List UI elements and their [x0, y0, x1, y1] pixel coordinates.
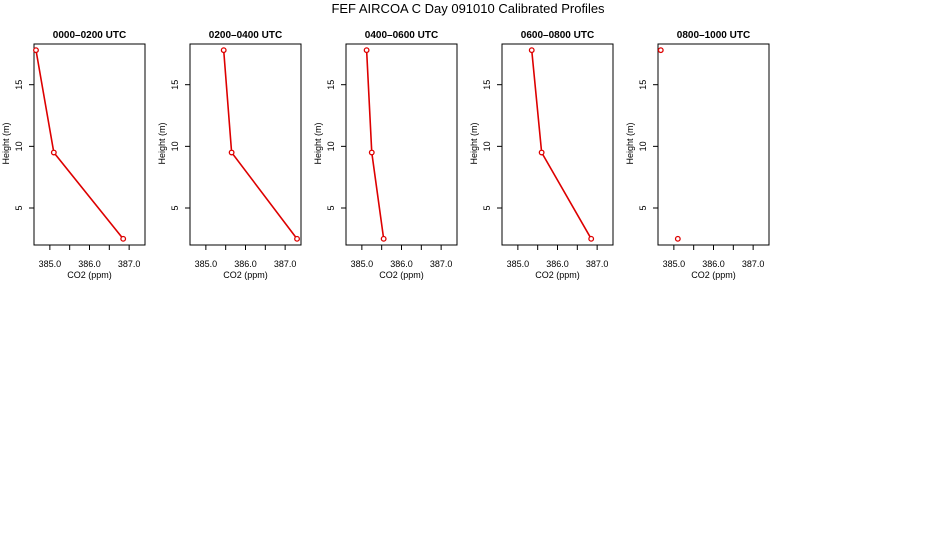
x-tick-label: 386.0 — [702, 259, 725, 269]
plot-frame — [501, 43, 614, 246]
x-axis-label: CO2 (ppm) — [223, 270, 268, 280]
data-point — [588, 235, 595, 242]
x-tick-label: 385.0 — [663, 259, 686, 269]
y-tick-label: 5 — [14, 205, 24, 210]
x-tick-label: 385.0 — [195, 259, 218, 269]
data-point — [674, 235, 681, 242]
x-axis-label: CO2 (ppm) — [379, 270, 424, 280]
y-tick-label: 15 — [482, 80, 492, 90]
panel-title: 0400–0600 UTC — [365, 30, 438, 41]
data-point — [50, 149, 57, 156]
x-tick-label: 386.0 — [234, 259, 257, 269]
data-point — [657, 47, 664, 54]
y-tick-label: 10 — [638, 141, 648, 151]
x-tick-label: 385.0 — [351, 259, 374, 269]
x-tick-label: 385.0 — [39, 259, 62, 269]
y-tick-label: 10 — [326, 141, 336, 151]
profile-line — [530, 50, 592, 240]
data-point — [120, 235, 127, 242]
plot-frame — [657, 43, 770, 246]
y-tick-label: 15 — [326, 80, 336, 90]
x-tick-label: 387.0 — [586, 259, 609, 269]
x-tick-label: 385.0 — [507, 259, 530, 269]
y-axis-label: Height (m) — [469, 122, 479, 164]
data-point — [368, 149, 375, 156]
y-tick-label: 10 — [170, 141, 180, 151]
panel-title: 0000–0200 UTC — [53, 30, 126, 41]
plot-frame — [345, 43, 458, 246]
y-tick-label: 5 — [170, 205, 180, 210]
y-tick-label: 5 — [482, 205, 492, 210]
figure-title: FEF AIRCOA C Day 091010 Calibrated Profi… — [331, 1, 605, 16]
profile-line — [222, 50, 298, 240]
plot-frame — [189, 43, 302, 246]
plot-frame — [33, 43, 146, 246]
x-tick-label: 386.0 — [78, 259, 101, 269]
y-tick-label: 10 — [482, 141, 492, 151]
y-tick-label: 10 — [14, 141, 24, 151]
data-point — [294, 235, 300, 242]
x-tick-label: 387.0 — [430, 259, 453, 269]
y-axis-label: Height (m) — [1, 122, 11, 164]
data-point — [363, 47, 370, 54]
data-point — [538, 149, 545, 156]
data-point — [228, 149, 235, 156]
panel-title: 0800–1000 UTC — [677, 30, 750, 41]
y-tick-label: 15 — [14, 80, 24, 90]
y-axis-label: Height (m) — [625, 122, 635, 164]
x-axis-label: CO2 (ppm) — [535, 270, 580, 280]
profile-line — [35, 50, 124, 240]
panel-title: 0200–0400 UTC — [209, 30, 282, 41]
data-point — [220, 47, 227, 54]
data-point — [380, 235, 387, 242]
y-tick-label: 5 — [638, 205, 648, 210]
panel-title: 0600–0800 UTC — [521, 30, 594, 41]
x-axis-label: CO2 (ppm) — [67, 270, 112, 280]
y-tick-label: 15 — [638, 80, 648, 90]
y-tick-label: 5 — [326, 205, 336, 210]
data-point — [528, 47, 535, 54]
x-axis-label: CO2 (ppm) — [691, 270, 736, 280]
y-axis-label: Height (m) — [313, 122, 323, 164]
data-point — [33, 47, 39, 54]
y-tick-label: 15 — [170, 80, 180, 90]
x-tick-label: 387.0 — [274, 259, 297, 269]
x-tick-label: 387.0 — [742, 259, 765, 269]
x-tick-label: 386.0 — [546, 259, 569, 269]
x-tick-label: 386.0 — [390, 259, 413, 269]
y-axis-label: Height (m) — [157, 122, 167, 164]
profile-line — [365, 50, 385, 239]
x-tick-label: 387.0 — [118, 259, 141, 269]
